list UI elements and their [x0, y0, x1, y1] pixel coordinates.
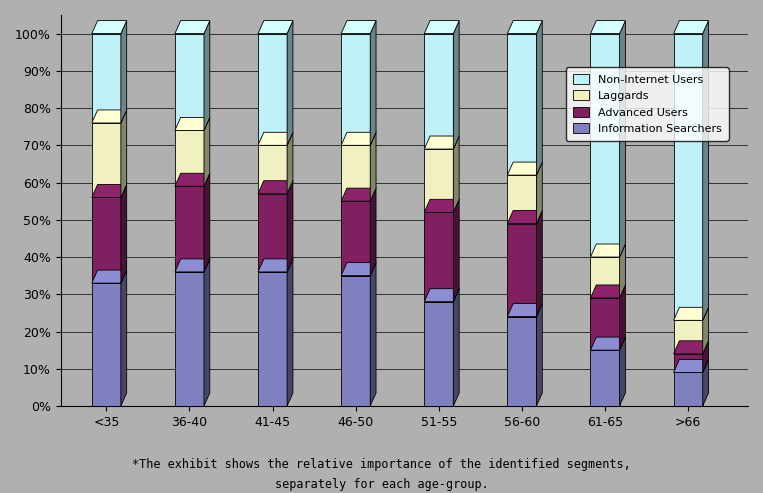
Polygon shape	[536, 304, 542, 406]
Bar	[507, 175, 536, 223]
Polygon shape	[453, 199, 459, 302]
Bar	[341, 276, 370, 406]
Polygon shape	[424, 136, 459, 149]
Text: separately for each age-group.: separately for each age-group.	[275, 478, 488, 491]
Polygon shape	[370, 263, 376, 406]
Bar	[674, 34, 703, 320]
Polygon shape	[92, 110, 127, 123]
Bar	[258, 145, 287, 194]
Bar	[591, 350, 620, 406]
Polygon shape	[507, 21, 542, 34]
Bar	[341, 201, 370, 276]
Bar	[258, 272, 287, 406]
Polygon shape	[620, 244, 626, 298]
Bar	[341, 145, 370, 201]
Bar	[674, 373, 703, 406]
Polygon shape	[287, 132, 293, 194]
Polygon shape	[204, 117, 210, 186]
Polygon shape	[674, 307, 709, 320]
Bar	[341, 34, 370, 145]
Bar	[424, 34, 453, 149]
Polygon shape	[703, 21, 709, 320]
Polygon shape	[674, 21, 709, 34]
Bar	[258, 34, 287, 145]
Bar	[591, 257, 620, 298]
Polygon shape	[175, 117, 210, 131]
Bar	[92, 198, 121, 283]
Polygon shape	[121, 270, 127, 406]
Legend: Non-Internet Users, Laggards, Advanced Users, Information Searchers: Non-Internet Users, Laggards, Advanced U…	[566, 68, 729, 141]
Polygon shape	[175, 173, 210, 186]
Bar	[591, 34, 620, 257]
Polygon shape	[591, 337, 626, 350]
Polygon shape	[341, 21, 376, 34]
Polygon shape	[674, 359, 709, 373]
Polygon shape	[536, 211, 542, 317]
Bar	[175, 272, 204, 406]
Polygon shape	[703, 307, 709, 354]
Polygon shape	[121, 21, 127, 123]
Polygon shape	[92, 21, 127, 34]
Bar	[591, 298, 620, 350]
Bar	[424, 302, 453, 406]
Polygon shape	[287, 181, 293, 272]
Polygon shape	[175, 259, 210, 272]
Polygon shape	[674, 341, 709, 354]
Polygon shape	[121, 184, 127, 283]
Polygon shape	[370, 188, 376, 276]
Polygon shape	[204, 173, 210, 272]
Polygon shape	[536, 21, 542, 175]
Polygon shape	[370, 21, 376, 145]
Polygon shape	[287, 259, 293, 406]
Polygon shape	[507, 211, 542, 223]
Polygon shape	[591, 244, 626, 257]
Bar	[92, 123, 121, 198]
Polygon shape	[258, 21, 293, 34]
Polygon shape	[620, 337, 626, 406]
Polygon shape	[92, 184, 127, 198]
Text: *The exhibit shows the relative importance of the identified segments,: *The exhibit shows the relative importan…	[132, 458, 631, 471]
Polygon shape	[620, 285, 626, 350]
Bar	[175, 34, 204, 131]
Bar	[424, 212, 453, 302]
Bar	[424, 149, 453, 212]
Polygon shape	[175, 21, 210, 34]
Polygon shape	[591, 21, 626, 34]
Bar	[258, 194, 287, 272]
Polygon shape	[703, 341, 709, 373]
Polygon shape	[258, 181, 293, 194]
Polygon shape	[258, 259, 293, 272]
Polygon shape	[287, 21, 293, 145]
Polygon shape	[258, 132, 293, 145]
Polygon shape	[204, 259, 210, 406]
Polygon shape	[536, 162, 542, 223]
Polygon shape	[703, 359, 709, 406]
Polygon shape	[341, 263, 376, 276]
Bar	[175, 186, 204, 272]
Bar	[175, 131, 204, 186]
Polygon shape	[121, 110, 127, 198]
Bar	[92, 283, 121, 406]
Polygon shape	[424, 199, 459, 212]
Polygon shape	[453, 289, 459, 406]
Bar	[92, 34, 121, 123]
Bar	[507, 317, 536, 406]
Bar	[507, 34, 536, 175]
Polygon shape	[424, 21, 459, 34]
Polygon shape	[453, 136, 459, 212]
Polygon shape	[453, 21, 459, 149]
Polygon shape	[341, 132, 376, 145]
Polygon shape	[591, 285, 626, 298]
Polygon shape	[92, 270, 127, 283]
Polygon shape	[204, 21, 210, 131]
Polygon shape	[507, 162, 542, 175]
Polygon shape	[370, 132, 376, 201]
Polygon shape	[341, 188, 376, 201]
Bar	[674, 320, 703, 354]
Polygon shape	[424, 289, 459, 302]
Polygon shape	[620, 21, 626, 257]
Polygon shape	[507, 304, 542, 317]
Bar	[507, 223, 536, 317]
Bar	[674, 354, 703, 373]
